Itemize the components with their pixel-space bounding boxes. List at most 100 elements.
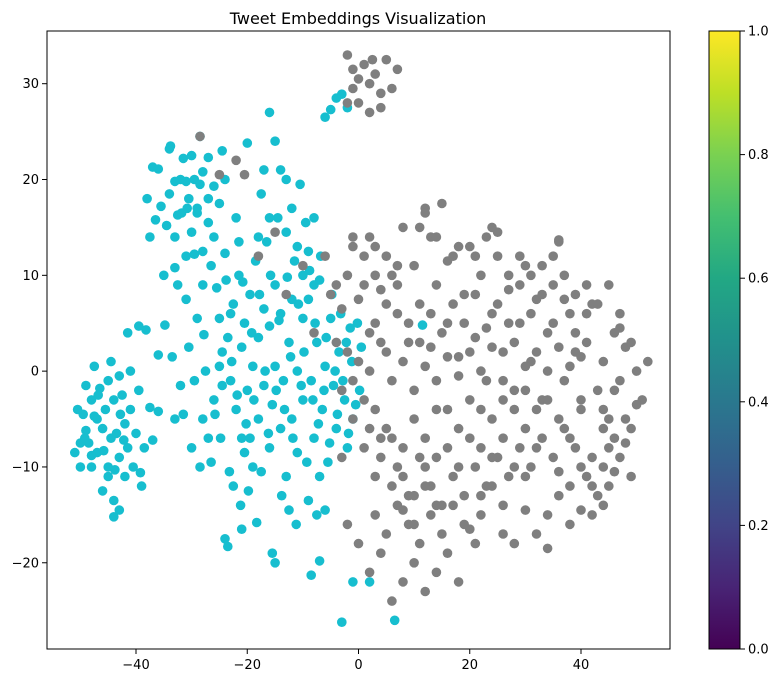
data-point — [348, 64, 358, 75]
plot-frame — [46, 30, 671, 650]
data-point — [153, 406, 164, 417]
data-point — [147, 435, 158, 445]
data-point — [332, 409, 343, 420]
data-point — [292, 366, 303, 376]
data-point — [337, 452, 347, 463]
data-point — [354, 385, 365, 396]
data-point — [302, 457, 312, 468]
data-point — [453, 352, 464, 362]
data-point — [186, 443, 197, 453]
data-point — [306, 570, 317, 580]
data-point — [97, 486, 108, 496]
data-point — [184, 193, 194, 204]
data-point — [392, 308, 403, 319]
data-point — [292, 241, 303, 252]
data-point — [520, 260, 531, 271]
data-point — [263, 428, 274, 439]
data-point — [604, 280, 614, 290]
data-point — [615, 308, 625, 319]
data-point — [376, 433, 386, 444]
data-point — [387, 596, 397, 606]
data-point — [503, 471, 514, 482]
data-point — [356, 342, 367, 353]
data-point — [392, 280, 403, 290]
data-point — [164, 189, 175, 199]
data-point — [100, 404, 111, 415]
data-point — [170, 262, 180, 273]
data-point — [626, 471, 636, 482]
data-point — [259, 380, 269, 391]
data-point — [376, 337, 386, 348]
data-point — [353, 98, 364, 108]
data-point — [125, 404, 136, 415]
data-point — [203, 217, 214, 228]
data-point — [498, 433, 508, 444]
data-point — [298, 395, 308, 405]
data-point — [81, 425, 91, 436]
data-point — [225, 375, 236, 386]
data-point — [498, 500, 508, 511]
data-point — [465, 347, 475, 357]
data-point — [115, 409, 126, 420]
data-point — [470, 251, 481, 261]
data-point — [136, 481, 147, 491]
data-point — [359, 59, 369, 70]
data-point — [576, 462, 586, 472]
data-point — [122, 328, 133, 338]
data-point — [337, 89, 347, 99]
data-point — [325, 289, 336, 300]
data-point — [220, 534, 230, 544]
data-point — [303, 495, 314, 506]
data-point — [342, 270, 353, 281]
data-point — [398, 222, 408, 233]
data-point — [264, 213, 275, 223]
data-point — [242, 138, 253, 148]
y-tick-label: 0 — [31, 365, 39, 380]
y-tick-label: −20 — [12, 556, 39, 571]
data-point — [414, 337, 425, 348]
data-point — [498, 375, 508, 386]
data-point — [103, 375, 113, 386]
data-point — [392, 260, 403, 271]
data-point — [353, 74, 364, 84]
data-point — [178, 409, 189, 420]
data-point — [559, 423, 570, 434]
data-point — [317, 404, 328, 415]
data-point — [381, 423, 392, 434]
data-point — [314, 471, 325, 482]
data-point — [426, 510, 436, 520]
data-point — [324, 438, 335, 448]
data-point — [195, 462, 205, 472]
data-point — [367, 54, 378, 65]
data-point — [498, 529, 508, 539]
data-point — [476, 366, 486, 376]
data-point — [345, 323, 356, 333]
data-point — [145, 402, 155, 413]
data-point — [241, 419, 251, 429]
data-point — [314, 556, 325, 566]
data-point — [203, 433, 214, 444]
data-point — [598, 404, 609, 415]
data-point — [289, 256, 300, 266]
data-point — [352, 318, 363, 329]
data-point — [209, 395, 219, 405]
data-point — [389, 615, 400, 626]
y-tick-label: −10 — [12, 460, 39, 475]
data-point — [254, 289, 265, 300]
data-point — [409, 414, 419, 424]
data-point — [97, 423, 108, 434]
data-point — [537, 433, 547, 444]
data-point — [470, 289, 481, 300]
data-point — [321, 332, 332, 343]
x-tick-label: 20 — [461, 658, 478, 673]
data-point — [220, 248, 230, 259]
data-point — [281, 174, 292, 185]
data-point — [370, 241, 381, 252]
data-point — [409, 260, 419, 271]
data-point — [398, 356, 408, 367]
data-point — [134, 385, 144, 396]
data-point — [342, 443, 353, 453]
data-point — [437, 198, 447, 209]
data-point — [288, 433, 298, 444]
data-point — [604, 443, 614, 453]
